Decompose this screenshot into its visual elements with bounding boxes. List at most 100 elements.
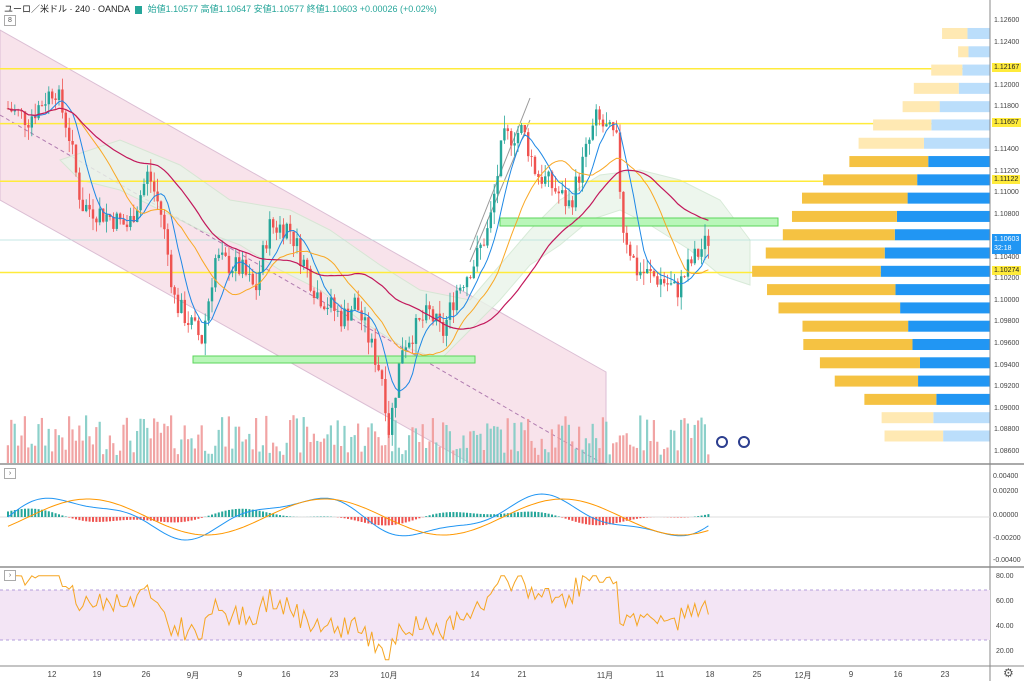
- candle-body[interactable]: [231, 271, 234, 274]
- candle-body[interactable]: [159, 201, 163, 215]
- candle-body[interactable]: [591, 125, 594, 140]
- candle-body[interactable]: [170, 254, 173, 288]
- candle-body[interactable]: [550, 171, 554, 189]
- candle-body[interactable]: [598, 109, 601, 120]
- candle-body[interactable]: [656, 276, 659, 285]
- candle-body[interactable]: [180, 299, 183, 314]
- candle-body[interactable]: [350, 309, 353, 321]
- pane-collapse-button[interactable]: 8: [4, 15, 16, 26]
- candle-body[interactable]: [357, 297, 360, 311]
- candle-body[interactable]: [697, 248, 700, 257]
- candle-body[interactable]: [326, 307, 329, 310]
- candle-body[interactable]: [190, 317, 193, 325]
- candle-body[interactable]: [193, 317, 197, 321]
- candle-body[interactable]: [343, 308, 346, 327]
- candle-body[interactable]: [353, 297, 356, 310]
- candle-body[interactable]: [248, 273, 251, 275]
- candle-body[interactable]: [520, 125, 523, 134]
- candle-body[interactable]: [496, 176, 499, 194]
- candle-body[interactable]: [673, 281, 676, 284]
- candle-body[interactable]: [459, 287, 462, 291]
- macd-collapse-button[interactable]: ›: [4, 468, 16, 479]
- candle-body[interactable]: [363, 317, 367, 321]
- support-zone[interactable]: [192, 355, 476, 364]
- candle-body[interactable]: [652, 271, 656, 277]
- candle-body[interactable]: [404, 347, 407, 351]
- candle-body[interactable]: [108, 214, 112, 217]
- candle-body[interactable]: [13, 109, 16, 112]
- candle-body[interactable]: [95, 218, 98, 223]
- candle-body[interactable]: [445, 319, 448, 336]
- candle-body[interactable]: [418, 318, 421, 320]
- candle-body[interactable]: [455, 290, 458, 311]
- candle-body[interactable]: [129, 215, 132, 228]
- candle-body[interactable]: [241, 259, 244, 274]
- candle-body[interactable]: [238, 257, 241, 274]
- candle-body[interactable]: [540, 177, 543, 184]
- candle-body[interactable]: [333, 297, 336, 311]
- candle-body[interactable]: [173, 287, 176, 295]
- candle-body[interactable]: [289, 223, 292, 232]
- candle-body[interactable]: [438, 313, 441, 322]
- candle-body[interactable]: [408, 342, 411, 348]
- candle-body[interactable]: [40, 105, 44, 106]
- candle-body[interactable]: [693, 248, 696, 264]
- candle-body[interactable]: [272, 219, 275, 228]
- candle-body[interactable]: [557, 191, 560, 194]
- candle-body[interactable]: [663, 279, 666, 284]
- candle-body[interactable]: [258, 271, 261, 291]
- candle-body[interactable]: [37, 105, 40, 119]
- candle-body[interactable]: [690, 259, 693, 264]
- candle-body[interactable]: [639, 271, 642, 276]
- candle-body[interactable]: [166, 229, 169, 255]
- candle-body[interactable]: [156, 191, 159, 202]
- candle-body[interactable]: [306, 259, 309, 269]
- candle-body[interactable]: [251, 273, 254, 285]
- candle-body[interactable]: [635, 257, 639, 276]
- candle-body[interactable]: [397, 363, 401, 398]
- candle-body[interactable]: [312, 290, 316, 298]
- macd-indicator[interactable]: [7, 493, 710, 541]
- candle-body[interactable]: [360, 310, 363, 321]
- candle-body[interactable]: [567, 200, 571, 207]
- candle-body[interactable]: [316, 292, 319, 298]
- candle-body[interactable]: [329, 297, 333, 308]
- candle-body[interactable]: [139, 195, 142, 211]
- candle-body[interactable]: [68, 127, 71, 141]
- candle-body[interactable]: [659, 279, 662, 285]
- candle-body[interactable]: [680, 276, 683, 298]
- candle-body[interactable]: [547, 171, 550, 177]
- candle-body[interactable]: [302, 259, 305, 267]
- candle-body[interactable]: [462, 287, 465, 288]
- candle-body[interactable]: [394, 397, 397, 408]
- candle-body[interactable]: [210, 287, 214, 302]
- candle-body[interactable]: [465, 277, 469, 288]
- candle-body[interactable]: [132, 215, 135, 222]
- symbol-title[interactable]: ユーロ／米ドル · 240 · OANDA: [4, 4, 130, 14]
- candle-body[interactable]: [98, 208, 101, 223]
- candle-body[interactable]: [224, 252, 227, 256]
- candle-body[interactable]: [448, 302, 452, 320]
- candlesticks[interactable]: [6, 78, 710, 446]
- candle-body[interactable]: [649, 269, 652, 272]
- candle-body[interactable]: [78, 172, 81, 200]
- candle-body[interactable]: [146, 171, 149, 184]
- candle-body[interactable]: [71, 140, 74, 145]
- candle-body[interactable]: [391, 407, 394, 435]
- candle-body[interactable]: [707, 235, 710, 246]
- candle-body[interactable]: [54, 98, 57, 100]
- candle-body[interactable]: [370, 338, 373, 343]
- candle-body[interactable]: [425, 305, 428, 321]
- candle-body[interactable]: [632, 255, 635, 258]
- candle-body[interactable]: [336, 310, 339, 312]
- candle-body[interactable]: [527, 132, 530, 157]
- candle-body[interactable]: [282, 224, 285, 239]
- candle-body[interactable]: [207, 301, 210, 321]
- candle-body[interactable]: [479, 244, 482, 248]
- candle-body[interactable]: [625, 232, 628, 245]
- candle-body[interactable]: [88, 204, 91, 210]
- candle-body[interactable]: [105, 214, 108, 222]
- candle-body[interactable]: [683, 276, 686, 278]
- candle-body[interactable]: [367, 317, 370, 343]
